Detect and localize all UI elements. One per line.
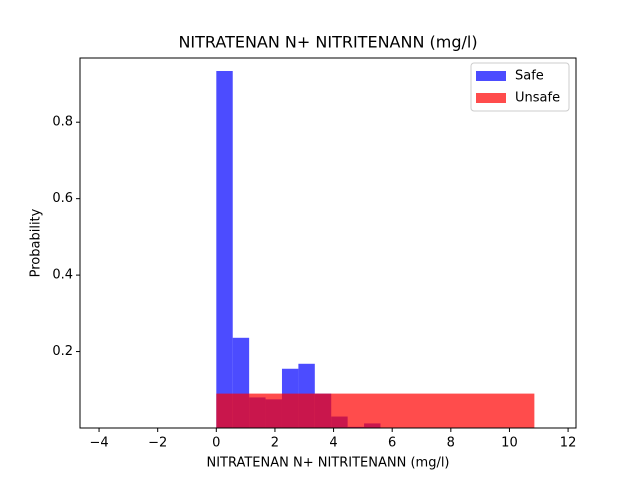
chart-title: NITRATENAN N+ NITRITENANN (mg/l) — [178, 33, 477, 52]
x-tick-label: 4 — [329, 436, 337, 451]
axes-frame — [79, 57, 577, 429]
y-tick-label: 0.8 — [52, 115, 73, 130]
legend-label: Safe — [515, 69, 544, 84]
x-tick-label: 10 — [501, 436, 518, 451]
x-tick-label: 12 — [560, 436, 577, 451]
x-tick-label: −4 — [89, 436, 108, 451]
x-tick-label: −2 — [148, 436, 167, 451]
legend-swatch — [476, 71, 506, 81]
y-tick-label: 0.6 — [52, 191, 73, 206]
legend-label: Unsafe — [515, 91, 560, 106]
y-tick-label: 0.4 — [52, 268, 73, 283]
x-tick-label: 8 — [447, 436, 455, 451]
y-axis-label: Probability — [29, 208, 44, 277]
x-tick-label: 0 — [212, 436, 220, 451]
x-axis-label: NITRATENAN N+ NITRITENANN (mg/l) — [206, 456, 449, 471]
bar — [216, 70, 233, 429]
legend-swatch — [476, 93, 506, 103]
bar — [216, 393, 535, 428]
x-tick-label: 2 — [271, 436, 279, 451]
x-tick-label: 6 — [388, 436, 396, 451]
y-tick-label: 0.2 — [52, 344, 73, 359]
